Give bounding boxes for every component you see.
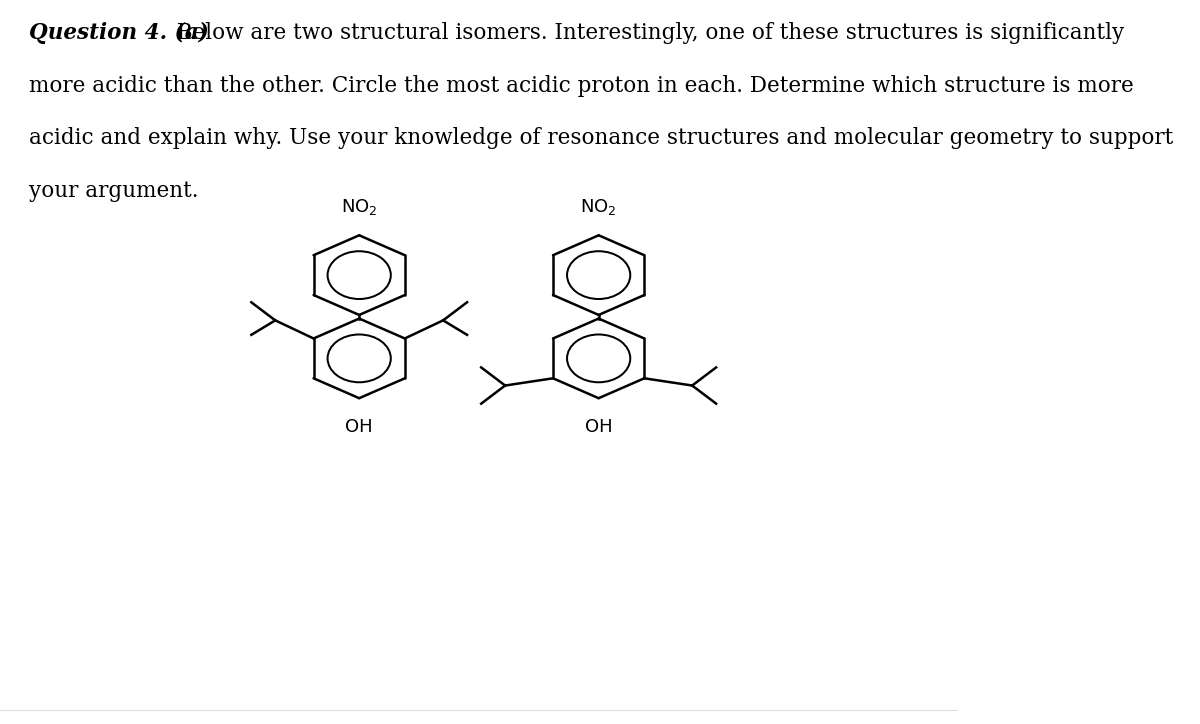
- Text: NO$_2$: NO$_2$: [341, 197, 378, 217]
- Text: NO$_2$: NO$_2$: [581, 197, 617, 217]
- Text: OH: OH: [584, 418, 612, 437]
- Text: acidic and explain why. Use your knowledge of resonance structures and molecular: acidic and explain why. Use your knowled…: [29, 127, 1172, 149]
- Text: Below are two structural isomers. Interestingly, one of these structures is sign: Below are two structural isomers. Intere…: [170, 22, 1124, 43]
- Text: your argument.: your argument.: [29, 180, 198, 202]
- Text: more acidic than the other. Circle the most acidic proton in each. Determine whi: more acidic than the other. Circle the m…: [29, 75, 1134, 96]
- Text: Question 4. (a): Question 4. (a): [29, 22, 209, 44]
- Text: OH: OH: [346, 418, 373, 437]
